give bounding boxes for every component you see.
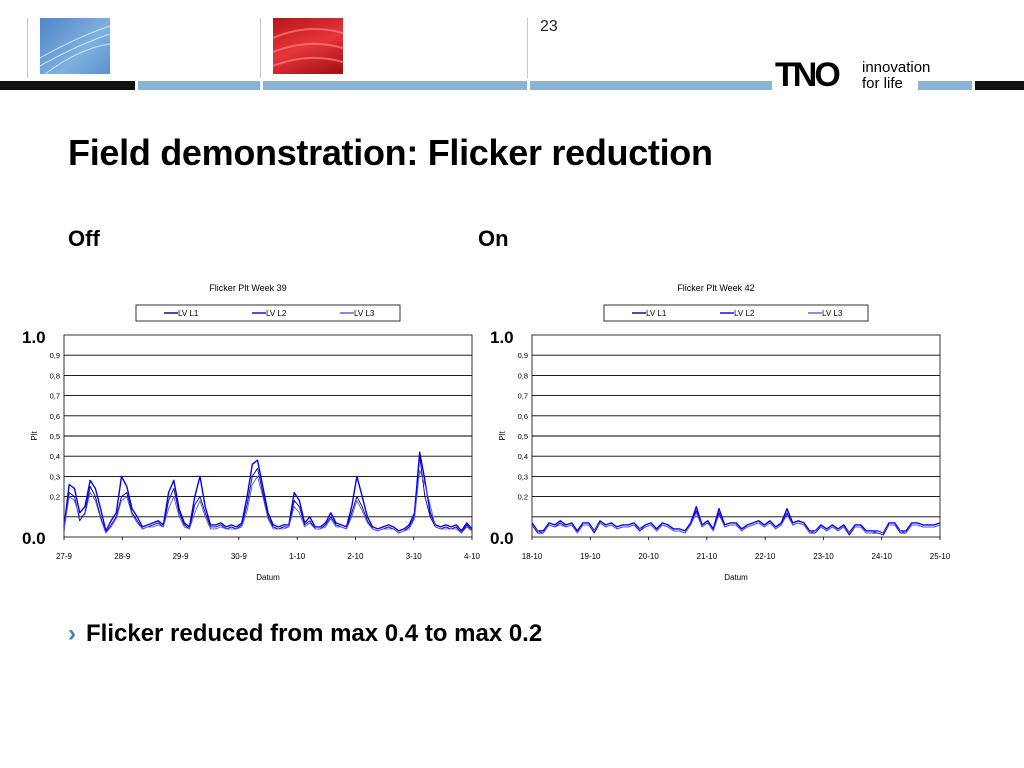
chart-week-42-svg: Flicker Plt Week 42 LV L1 LV L2 LV L3 0,2 0,3…: [498, 283, 951, 582]
x-tick-label: 19-10: [580, 552, 601, 561]
x-tick-label: 18-10: [522, 552, 543, 561]
series-line-lv-l2: [531, 505, 941, 534]
x-tick-label: 28-9: [114, 552, 131, 561]
cable-icon: [272, 28, 344, 67]
tagline: innovation for life: [862, 60, 930, 92]
scale-bottom-label-right: 0.0: [490, 529, 514, 548]
x-tick-label: 21-10: [697, 552, 718, 561]
y-axis-label: Plt: [30, 431, 39, 441]
x-tick-label: 25-10: [930, 552, 951, 561]
header-band-blue: [530, 81, 772, 90]
y-tick-label: 0,8: [518, 371, 528, 380]
x-tick-label: 2-10: [347, 552, 364, 561]
x-tick-label: 20-10: [638, 552, 659, 561]
scale-top-label-left: 1.0: [22, 328, 46, 347]
legend-label: LV L1: [646, 309, 667, 318]
header-band-dark: [975, 81, 1024, 90]
scale-bottom-label-left: 0.0: [22, 529, 46, 548]
header-band-blue: [138, 81, 260, 90]
legend-label: LV L3: [822, 309, 843, 318]
legend-label: LV L1: [178, 309, 199, 318]
x-axis-label: Datum: [724, 573, 748, 582]
off-heading: Off: [68, 226, 100, 251]
tagline-line-1: innovation: [862, 59, 931, 76]
chart-week-39: Flicker Plt Week 39 LV L1 LV L2 LV L3 0,2 0,3…: [20, 278, 490, 593]
header-band-blue: [263, 81, 527, 90]
y-tick-label: 0,3: [50, 472, 60, 481]
x-tick-label: 27-9: [56, 552, 73, 561]
tagline-line-2: for life: [862, 75, 903, 92]
header-divider: [27, 18, 28, 78]
legend-label: LV L3: [354, 309, 375, 318]
chevron-right-icon: ›: [68, 620, 76, 647]
chart-title: Flicker Plt Week 42: [677, 283, 754, 293]
y-tick-label: 0,4: [518, 452, 528, 461]
y-tick-label: 0,5: [50, 432, 60, 441]
tno-logo: TNO: [775, 57, 857, 93]
page-title: Field demonstration: Flicker reduction: [68, 132, 713, 173]
legend-label: LV L2: [266, 309, 287, 318]
chart-title: Flicker Plt Week 39: [209, 283, 286, 293]
y-tick-label: 0,2: [50, 493, 60, 502]
y-tick-label: 0,6: [518, 412, 528, 421]
series-line-lv-l3: [531, 512, 941, 534]
header-band-blue: [918, 81, 972, 90]
chart-legend: [135, 304, 401, 322]
y-tick-label: 0,9: [50, 351, 60, 360]
scale-top-label-right: 1.0: [490, 328, 514, 347]
x-tick-label: 24-10: [871, 552, 892, 561]
x-tick-label: 1-10: [289, 552, 306, 561]
y-tick-label: 0,2: [518, 493, 528, 502]
x-tick-label: 4-10: [464, 552, 481, 561]
y-tick-label: 0,3: [518, 472, 528, 481]
y-tick-label: 0,7: [518, 392, 528, 401]
x-tick-label: 30-9: [231, 552, 248, 561]
header-divider: [260, 18, 261, 78]
chart-legend: [603, 304, 869, 322]
legend-label: LV L2: [734, 309, 755, 318]
bullet-text: Flicker reduced from max 0.4 to max 0.2: [86, 620, 543, 647]
y-tick-label: 0,6: [50, 412, 60, 421]
x-tick-label: 3-10: [406, 552, 423, 561]
x-axis-label: Datum: [256, 573, 280, 582]
header-image-fibre: [39, 18, 111, 75]
y-tick-label: 0,5: [518, 432, 528, 441]
bullet-item: › Flicker reduced from max 0.4 to max 0.2: [68, 620, 542, 648]
y-tick-label: 0,9: [518, 351, 528, 360]
logo-text: TNO: [775, 56, 841, 94]
chart-week-39-svg: Flicker Plt Week 39 LV L1 LV L2 LV L3 0,2 0,3…: [30, 283, 481, 582]
y-axis-label: Plt: [498, 431, 507, 441]
series-line-lv-l2: [63, 451, 473, 532]
header-image-cable: [272, 18, 344, 74]
fibre-strands-icon: [39, 25, 111, 75]
header-divider: [527, 18, 528, 78]
x-tick-label: 29-9: [173, 552, 190, 561]
header-band-dark: [0, 81, 135, 90]
y-tick-label: 0,4: [50, 452, 60, 461]
x-tick-label: 22-10: [755, 552, 776, 561]
series-line-lv-l3: [63, 469, 473, 534]
chart-week-42: Flicker Plt Week 42 LV L1 LV L2 LV L3 0,2 0,3…: [488, 278, 958, 593]
y-tick-label: 0,8: [50, 371, 60, 380]
x-tick-label: 23-10: [813, 552, 834, 561]
page-number: 23: [540, 18, 558, 35]
on-heading: On: [478, 226, 509, 251]
y-tick-label: 0,7: [50, 392, 60, 401]
